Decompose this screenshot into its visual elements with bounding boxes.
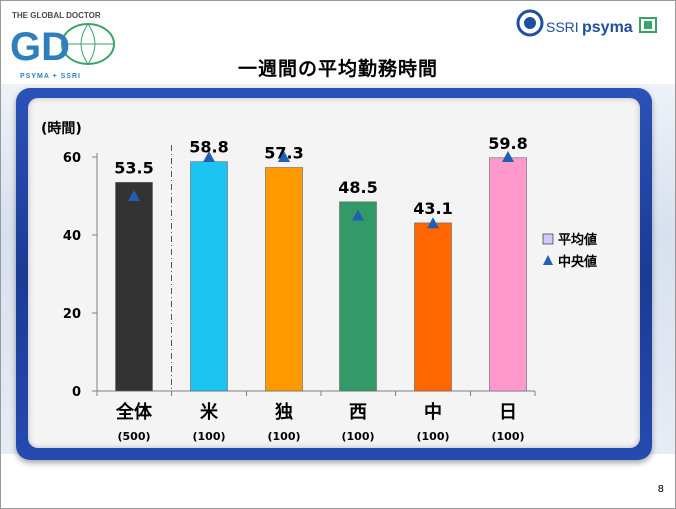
bar-6 [489, 157, 527, 392]
x-tick-label: 日 [499, 402, 517, 423]
x-tick-label: 中 [424, 401, 442, 423]
data-label: 58.8 [189, 138, 228, 157]
median-marker [128, 190, 140, 201]
x-tick-label: 全体 [115, 401, 153, 423]
y-tick-label: 0 [72, 385, 81, 400]
y-tick-label: 20 [63, 307, 81, 322]
legend-swatch-mean [542, 233, 554, 245]
x-tick-label: 米 [200, 401, 219, 423]
sample-size-label: (100) [491, 430, 524, 443]
data-label: 48.5 [338, 178, 377, 197]
bar-2 [190, 161, 228, 392]
bar-3 [265, 167, 303, 392]
page-number: 8 [657, 484, 664, 495]
bar-4 [339, 201, 377, 392]
logo-psyma-text: psyma [582, 19, 633, 36]
median-marker [203, 151, 215, 162]
y-tick-label: 40 [63, 229, 81, 244]
slide-title: 一週間の平均勤務時間 [237, 58, 438, 80]
bar-5 [414, 222, 452, 392]
sample-size-label: (100) [192, 430, 225, 443]
legend-swatch-median [543, 255, 553, 265]
ssri-psyma-logo: SSRI psyma [516, 8, 666, 42]
psyma-ssri-logo: THE GLOBAL DOCTOR GD PSYMA + SSRI [4, 4, 128, 86]
sample-size-label: (100) [267, 430, 300, 443]
median-marker [427, 217, 439, 229]
x-tick-label: 独 [275, 401, 293, 423]
sample-size-label: (100) [416, 430, 449, 443]
median-marker [352, 209, 364, 221]
logo-ssri-text: SSRI [546, 19, 579, 35]
data-label: 53.5 [114, 158, 153, 177]
x-tick-label: 西 [349, 402, 367, 423]
bar-1 [115, 182, 153, 392]
y-axis-label: (時間) [41, 120, 82, 137]
legend-label-median: 中央値 [558, 254, 597, 270]
median-marker [278, 151, 290, 162]
data-label: 59.8 [488, 134, 527, 153]
logo-tagline: THE GLOBAL DOCTOR [12, 11, 101, 20]
logo-sub: PSYMA + SSRI [20, 73, 81, 80]
sample-size-label: (100) [341, 430, 374, 443]
logo-mark: GD [10, 25, 70, 69]
median-marker [502, 151, 514, 162]
legend-label-mean: 平均値 [558, 232, 597, 248]
y-tick-label: 60 [63, 151, 81, 166]
data-label: 43.1 [413, 199, 452, 218]
sample-size-label: (500) [117, 430, 150, 443]
